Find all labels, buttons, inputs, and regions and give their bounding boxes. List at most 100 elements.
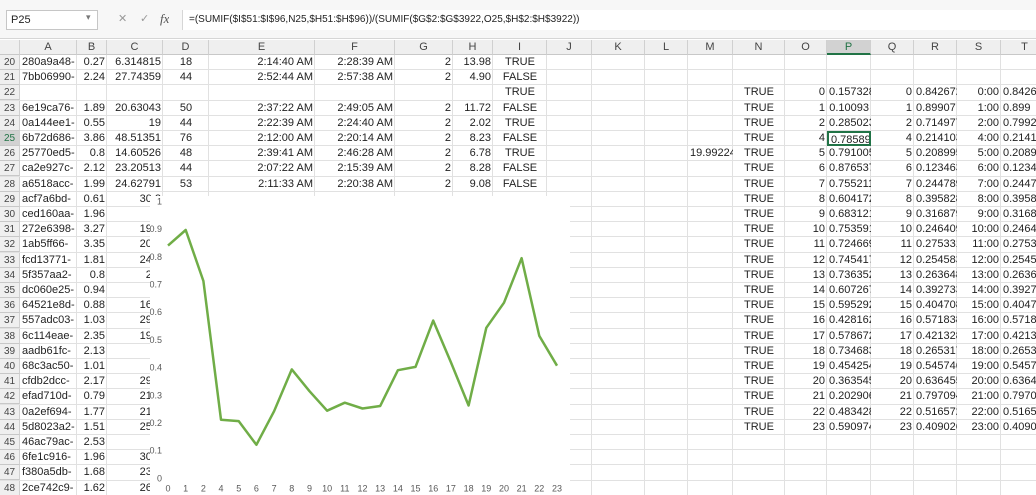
cell: 2.12: [83, 162, 105, 175]
cell: 13: [899, 268, 912, 281]
cell: 2: [905, 116, 912, 129]
cell: 68c3ac50-: [22, 360, 74, 372]
cell: 12: [812, 253, 825, 266]
cell: 0.797094: [916, 390, 957, 403]
cell: 8: [905, 192, 912, 205]
cell: 12:00: [971, 253, 999, 266]
column-gridline: [913, 40, 914, 495]
cell: 1.96: [83, 451, 105, 464]
cell: 24.62791: [115, 177, 161, 190]
cell: 13:00: [971, 268, 999, 281]
cell: TRUE: [744, 420, 774, 433]
cell: 0.2753: [1003, 238, 1036, 251]
cell: 3.35: [83, 238, 105, 251]
name-box-dropdown[interactable]: ▾: [86, 12, 91, 22]
cell: 2ce742c9-: [22, 481, 74, 494]
row-gridline: [0, 130, 1036, 131]
cell: cfdb2dcc-: [22, 375, 70, 388]
cell: 0.595292: [829, 299, 871, 312]
column-gridline: [591, 40, 592, 495]
cell: TRUE: [744, 101, 774, 114]
x-tick-label: 5: [236, 483, 241, 493]
select-all: [0, 40, 20, 55]
x-tick-label: 22: [534, 483, 544, 493]
cell: 23: [899, 420, 912, 433]
cell: TRUE: [505, 56, 535, 68]
cell: 2:37:22 AM: [257, 101, 313, 114]
function-icon[interactable]: fx: [160, 11, 170, 26]
cell: 10: [812, 223, 825, 236]
cell: TRUE: [744, 390, 774, 403]
y-tick-label: 0.3: [150, 390, 162, 400]
cell: 6: [818, 162, 825, 175]
name-box[interactable]: P25: [6, 10, 98, 30]
cell: 10: [899, 223, 912, 236]
cell: 2:14:40 AM: [257, 56, 313, 68]
cell: 0.2464: [1003, 223, 1036, 236]
x-tick-label: 16: [428, 483, 438, 493]
cell: 6b72d686-: [22, 132, 75, 144]
cell: 2: [444, 132, 451, 144]
row-gridline: [0, 99, 1036, 101]
cell: TRUE: [744, 284, 774, 296]
cell: TRUE: [744, 314, 774, 327]
chart-area: [150, 196, 570, 495]
cell: TRUE: [744, 132, 774, 144]
cell: 0.736352: [829, 268, 871, 281]
cell: 25770ed5-: [22, 147, 75, 160]
row-gridline: [0, 160, 1036, 162]
cell: 16:00: [971, 314, 999, 327]
cell: aadb61fc-: [22, 344, 71, 357]
cell: TRUE: [744, 344, 774, 357]
cell: 11: [813, 238, 825, 251]
cell: 0.590974: [829, 420, 871, 433]
cell: 18: [899, 344, 912, 357]
x-tick-label: 12: [357, 483, 367, 493]
row-header: 48: [0, 480, 20, 495]
column-header: T: [1001, 40, 1036, 55]
x-tick-label: 21: [517, 483, 527, 493]
cell: 23:00: [971, 420, 999, 433]
line-chart[interactable]: 00.10.20.30.40.50.60.70.80.910 1 2 4 5 6 7 8 9 10…: [150, 196, 570, 495]
row-header: 34: [0, 267, 20, 283]
cell: 2.35: [83, 329, 105, 342]
cell: 0.2447: [1003, 177, 1036, 190]
cell: 0.2545: [1003, 253, 1036, 266]
x-tick-label: 10: [322, 483, 332, 493]
cell: 21: [812, 390, 825, 403]
cell: 0.202906: [829, 390, 871, 403]
cell: 2: [444, 147, 451, 160]
cell: 0.683121: [829, 208, 871, 220]
cell: 4: [905, 132, 912, 144]
y-tick-label: 0.7: [150, 279, 162, 289]
column-header: M: [688, 40, 733, 55]
cell: 0.899: [1003, 101, 1031, 114]
cell: 0.2653: [1003, 344, 1036, 357]
cell: 3.86: [83, 132, 105, 144]
row-header: 26: [0, 146, 20, 162]
selected-cell[interactable]: 0.785897: [827, 131, 871, 146]
cell: 22:00: [971, 405, 999, 418]
cell: 1.81: [83, 253, 105, 266]
cell: 5d8023a2-: [22, 420, 75, 433]
cell: 2:57:38 AM: [337, 71, 393, 84]
cell: 0.2636: [1003, 268, 1036, 281]
row-gridline: [0, 84, 1036, 86]
cell: 0.79: [83, 390, 105, 403]
row-header: 47: [0, 465, 20, 481]
cell: 0.604172: [829, 192, 871, 205]
row-header: 22: [0, 85, 20, 101]
cell: FALSE: [502, 177, 538, 190]
cell: 0.8: [89, 147, 105, 160]
formula-input[interactable]: =(SUMIF($I$51:$I$96,N25,$H51:$H$96))/(SU…: [182, 10, 1036, 30]
cell: 15:00: [971, 299, 999, 312]
cell: 22: [812, 405, 825, 418]
cancel-icon[interactable]: ✕: [118, 13, 128, 25]
cell: 0.392733: [916, 284, 957, 296]
cell: 4:00: [977, 132, 999, 144]
cell: 0.791005: [829, 147, 871, 160]
cell: 14:00: [971, 284, 999, 296]
cell: 0.745417: [829, 253, 871, 266]
cell: 17: [899, 329, 912, 342]
enter-icon[interactable]: ✓: [140, 13, 150, 25]
